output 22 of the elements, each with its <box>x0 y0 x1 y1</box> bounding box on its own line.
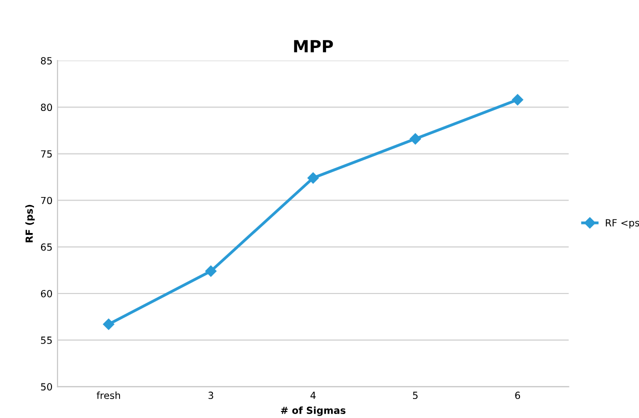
y-tick-label: 70 <box>41 196 52 204</box>
y-tick-label: 55 <box>41 336 52 344</box>
y-tick-label: 85 <box>40 57 52 64</box>
y-tick-label: 80 <box>40 104 52 112</box>
point <box>512 94 524 106</box>
x-tick-label: 3 <box>208 392 214 400</box>
y-axis-title: RF (ps) <box>25 204 35 242</box>
x-tick-label: 6 <box>515 392 520 400</box>
x-axis-title: # of Sigmas <box>280 406 346 416</box>
y-tick-label: 60 <box>40 290 52 298</box>
y-tick-label: 50 <box>41 383 52 390</box>
y-tick-label: 65 <box>40 243 52 251</box>
x-tick-label: 5 <box>413 392 418 400</box>
x-tick-label: 4 <box>310 392 316 399</box>
legend-label: RF <ps <box>606 219 639 228</box>
y-tick-label: 75 <box>41 150 52 158</box>
point <box>103 318 114 330</box>
point <box>308 172 319 184</box>
x-tick-label: fresh <box>96 392 120 400</box>
chart-title: MPP <box>294 40 333 52</box>
point <box>410 133 421 144</box>
point <box>205 266 216 277</box>
